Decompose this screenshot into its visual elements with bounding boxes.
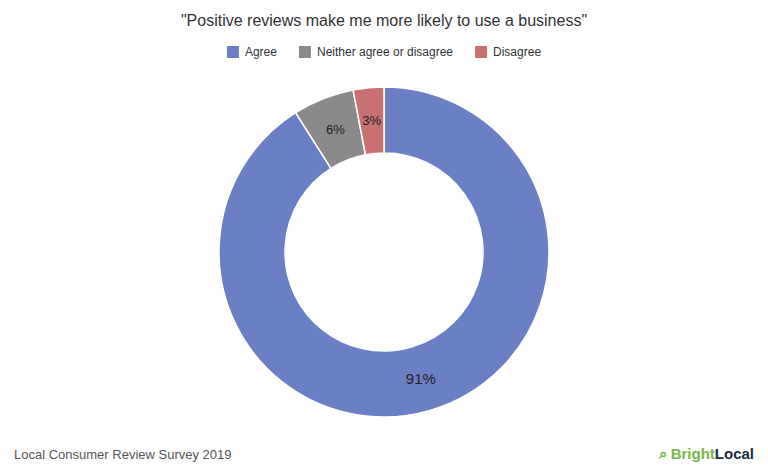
logo-part: Local [715,445,754,462]
legend-item: Agree [227,45,277,59]
donut [219,87,549,417]
legend-swatch [227,46,239,58]
footer-text: Local Consumer Review Survey 2019 [14,447,232,462]
legend-item: Neither agree or disagree [299,45,453,59]
logo-part: ⌕ [658,445,667,463]
legend-swatch [299,46,311,58]
logo: ⌕BrightLocal [658,445,754,463]
data-labels: 91% 6% 3% [326,113,436,387]
legend-label: Neither agree or disagree [317,45,453,59]
slice [353,87,384,155]
chart-root: "Positive reviews make me more likely to… [0,0,768,471]
legend: Agree Neither agree or disagree Disagree [227,45,541,59]
slice [219,87,549,417]
logo-part: Bright [671,445,715,462]
legend-label: Agree [245,45,277,59]
legend-swatch [475,46,487,58]
legend-item: Disagree [475,45,541,59]
data-label: 3% [362,113,381,128]
data-label: 91% [406,370,436,387]
legend-label: Disagree [493,45,541,59]
data-label: 6% [326,122,345,137]
chart-title: "Positive reviews make me more likely to… [181,12,587,29]
